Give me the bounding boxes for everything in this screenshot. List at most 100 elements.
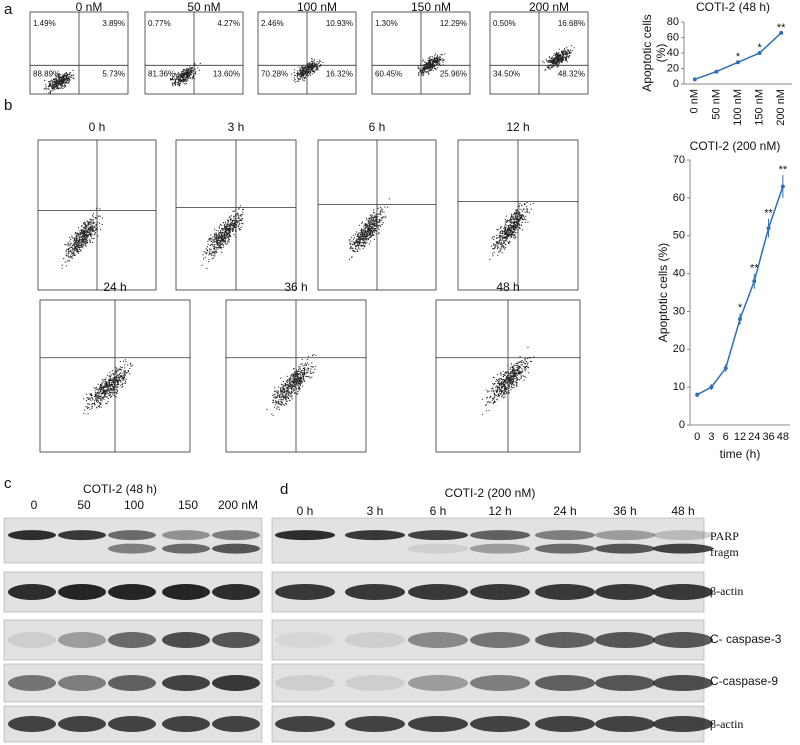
dot <box>288 395 289 396</box>
dot <box>353 248 354 249</box>
dot <box>204 251 205 252</box>
dot <box>66 253 67 254</box>
dot <box>297 70 298 71</box>
dot <box>233 226 234 227</box>
dot <box>369 243 370 244</box>
dot <box>367 229 368 230</box>
dot <box>423 75 424 76</box>
dot <box>266 409 267 410</box>
dot <box>493 243 494 244</box>
dot <box>206 252 207 253</box>
dot <box>376 216 377 217</box>
dot <box>93 222 94 223</box>
dot <box>212 244 213 245</box>
dot <box>291 388 292 389</box>
dot <box>374 239 375 240</box>
dot <box>120 377 121 378</box>
dot <box>221 247 222 248</box>
dot <box>75 250 76 251</box>
dot <box>110 397 111 398</box>
dot <box>550 68 551 69</box>
dot <box>519 203 520 204</box>
dot <box>382 209 383 210</box>
dot <box>233 225 234 226</box>
dot <box>186 78 187 79</box>
dot <box>96 394 97 395</box>
dot <box>423 73 424 74</box>
dot <box>274 390 275 391</box>
dot <box>558 64 559 65</box>
dot <box>430 56 431 57</box>
dot <box>278 399 279 400</box>
dot <box>123 361 124 362</box>
dot <box>572 50 573 51</box>
dot <box>207 246 208 247</box>
dot <box>99 208 100 209</box>
dot <box>179 85 180 86</box>
dot <box>288 393 289 394</box>
dot <box>100 384 101 385</box>
dot <box>190 77 191 78</box>
dot <box>206 253 207 254</box>
dot <box>94 226 95 227</box>
dot <box>81 239 82 240</box>
dot <box>85 244 86 245</box>
dot <box>122 367 123 368</box>
dot <box>556 58 557 59</box>
quadrant-value: 5.73% <box>102 69 125 78</box>
dot <box>192 78 193 79</box>
dot <box>559 63 560 64</box>
dot <box>510 372 511 373</box>
dot <box>211 241 212 242</box>
dot <box>178 75 179 76</box>
dot <box>116 370 117 371</box>
dot <box>213 252 214 253</box>
dot <box>298 79 299 80</box>
panel-label: c <box>4 475 12 492</box>
dot <box>312 67 313 68</box>
dot <box>387 207 388 208</box>
dot <box>208 244 209 245</box>
dot <box>565 58 566 59</box>
dot <box>80 243 81 244</box>
dot <box>52 86 53 87</box>
dot <box>182 79 183 80</box>
dot <box>552 63 553 64</box>
dot <box>520 361 521 362</box>
dot <box>522 215 523 216</box>
dot <box>74 255 75 256</box>
dot <box>109 388 110 389</box>
dot <box>549 62 550 63</box>
dot <box>222 228 223 229</box>
dot <box>125 361 126 362</box>
dot <box>563 59 564 60</box>
dot <box>566 47 567 48</box>
dot <box>431 61 432 62</box>
dot <box>276 390 277 391</box>
dot <box>64 76 65 77</box>
dot <box>568 57 569 58</box>
dot <box>303 376 304 377</box>
dot <box>67 260 68 261</box>
dot <box>182 71 183 72</box>
dot <box>82 238 83 239</box>
dot <box>221 252 222 253</box>
dot <box>566 59 567 60</box>
dot <box>226 228 227 229</box>
dot <box>356 236 357 237</box>
dot <box>92 399 93 400</box>
dot <box>508 220 509 221</box>
dot <box>90 400 91 401</box>
dot <box>523 208 524 209</box>
dot <box>443 60 444 61</box>
dot <box>389 198 390 199</box>
dot <box>230 230 231 231</box>
dot <box>563 51 564 52</box>
dot <box>548 66 549 67</box>
dot <box>522 219 523 220</box>
dot <box>286 393 287 394</box>
dot <box>297 374 298 375</box>
dot <box>495 245 496 246</box>
dot <box>428 71 429 72</box>
